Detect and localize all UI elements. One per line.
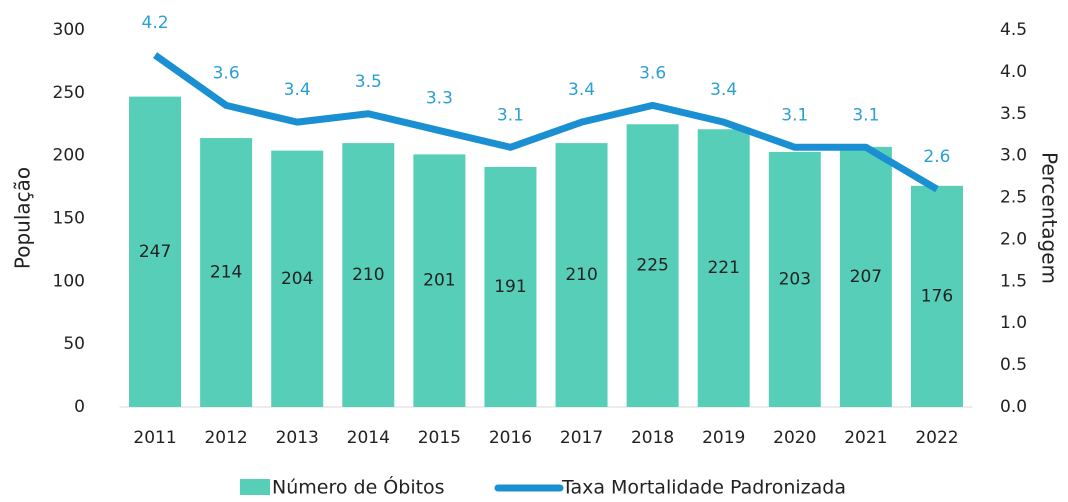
bar-value-label: 210 [565, 265, 597, 285]
y-tick-label: 250 [53, 83, 85, 103]
y-tick-label: 150 [53, 209, 85, 229]
bar-value-label: 214 [210, 263, 242, 283]
x-tick-label: 2020 [773, 428, 816, 448]
bar [839, 146, 892, 407]
x-tick-label: 2017 [560, 428, 603, 448]
y-axis-title: População [11, 167, 35, 269]
y2-tick-label: 1.5 [1000, 271, 1027, 291]
line-value-label: 2.6 [923, 147, 950, 167]
y-tick-label: 300 [53, 20, 85, 40]
legend-swatch [240, 479, 270, 495]
y-tick-label: 100 [53, 271, 85, 291]
x-tick-label: 2012 [204, 428, 247, 448]
bar [626, 124, 679, 407]
line [153, 52, 939, 193]
legend-label: Taxa Mortalidade Padronizada [561, 477, 846, 499]
bar-value-label: 176 [921, 286, 953, 306]
line-value-label: 4.2 [142, 13, 169, 33]
bar [910, 185, 963, 407]
y2-tick-label: 4.0 [1000, 62, 1027, 82]
y2-tick-label: 1.0 [1000, 313, 1027, 333]
y2-tick-label: 0.5 [1000, 355, 1027, 375]
line-value-label: 3.4 [284, 80, 311, 100]
bar-value-label: 247 [139, 242, 171, 262]
bar [555, 143, 608, 407]
bar [271, 150, 324, 407]
x-tick-label: 2014 [347, 428, 390, 448]
bar-value-label: 207 [850, 267, 882, 287]
bar-value-label: 210 [352, 265, 384, 285]
line-value-label: 3.4 [568, 80, 595, 100]
bar [484, 166, 537, 407]
bar [129, 96, 182, 407]
y2-axis-title: Percentagem [1038, 152, 1062, 284]
x-tick-label: 2013 [276, 428, 319, 448]
y2-tick-label: 2.5 [1000, 188, 1027, 208]
x-tick-label: 2011 [133, 428, 176, 448]
x-tick-label: 2018 [631, 428, 674, 448]
line-value-label: 3.1 [852, 105, 879, 125]
bar [342, 143, 395, 407]
line-value-label: 3.6 [639, 63, 666, 83]
y2-tick-label: 2.0 [1000, 229, 1027, 249]
bar-value-label: 191 [494, 277, 526, 297]
bar-value-label: 201 [423, 271, 455, 291]
bar-value-label: 225 [636, 256, 668, 276]
y2-tick-label: 3.5 [1000, 104, 1027, 124]
line-value-label: 3.1 [781, 105, 808, 125]
bar-value-label: 204 [281, 269, 313, 289]
x-tick-label: 2021 [844, 428, 887, 448]
y-tick-label: 50 [63, 334, 85, 354]
line-value-label: 3.4 [710, 80, 737, 100]
bar-value-label: 221 [707, 258, 739, 278]
line-value-label: 3.3 [426, 89, 453, 109]
line-value-label: 3.6 [213, 63, 240, 83]
legend-label: Número de Óbitos [272, 475, 445, 499]
x-tick-label: 2022 [915, 428, 958, 448]
line-value-label: 3.1 [497, 105, 524, 125]
bar [200, 138, 253, 407]
x-tick-label: 2015 [418, 428, 461, 448]
x-tick-label: 2019 [702, 428, 745, 448]
y2-tick-label: 3.0 [1000, 146, 1027, 166]
line-value-label: 3.5 [355, 72, 382, 92]
y2-tick-label: 0.0 [1000, 397, 1027, 417]
bar [413, 154, 466, 407]
y2-tick-label: 4.5 [1000, 20, 1027, 40]
bar [697, 129, 750, 407]
y-tick-label: 0 [74, 397, 85, 417]
bar-value-label: 203 [779, 269, 811, 289]
bar [768, 151, 821, 407]
x-tick-label: 2016 [489, 428, 532, 448]
y-tick-label: 200 [53, 146, 85, 166]
